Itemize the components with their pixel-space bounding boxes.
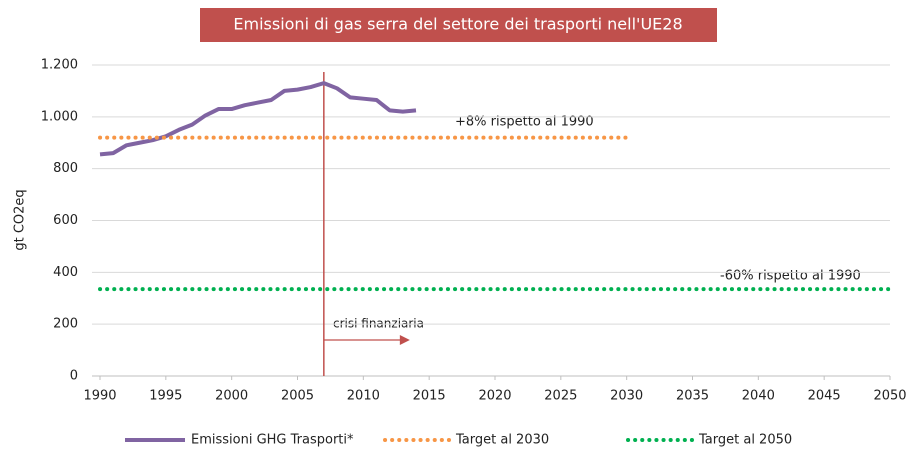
x-tick-label: 2000 — [215, 389, 248, 404]
x-tick-label: 2025 — [544, 389, 577, 404]
y-tick-label: 1.200 — [41, 58, 78, 73]
x-tick-label: 2035 — [676, 389, 709, 404]
y-axis-label: gt CO2eq — [13, 189, 28, 250]
legend-label: Emissioni GHG Trasporti* — [191, 433, 354, 448]
y-tick-label: 0 — [70, 369, 78, 384]
y-tick-label: 600 — [53, 213, 78, 228]
x-tick-label: 2020 — [478, 389, 511, 404]
annotation: crisi finanziaria — [333, 317, 424, 331]
title-box — [200, 8, 717, 42]
annotation: +8% rispetto al 1990 — [455, 115, 594, 130]
legend-label: Target al 2050 — [698, 433, 792, 448]
x-tick-label: 2005 — [281, 389, 314, 404]
y-tick-label: 200 — [53, 317, 78, 332]
annotation: -60% rispetto al 1990 — [720, 269, 861, 284]
line-series — [99, 81, 417, 157]
x-tick-label: 1995 — [149, 389, 182, 404]
y-tick-label: 800 — [53, 161, 78, 176]
x-tick-label: 2045 — [808, 389, 841, 404]
x-tick-label: 2040 — [742, 389, 775, 404]
x-tick-label: 2015 — [413, 389, 446, 404]
y-tick-label: 1.000 — [41, 109, 78, 124]
y-tick-label: 400 — [53, 265, 78, 280]
legend-label: Target al 2030 — [455, 433, 549, 448]
x-tick-label: 2050 — [873, 389, 906, 404]
x-tick-label: 1990 — [83, 389, 116, 404]
x-tick-label: 2010 — [347, 389, 380, 404]
x-tick-label: 2030 — [610, 389, 643, 404]
arrow-head — [399, 335, 410, 345]
chart-title: Emissioni di gas serra del settore dei t… — [233, 15, 682, 34]
